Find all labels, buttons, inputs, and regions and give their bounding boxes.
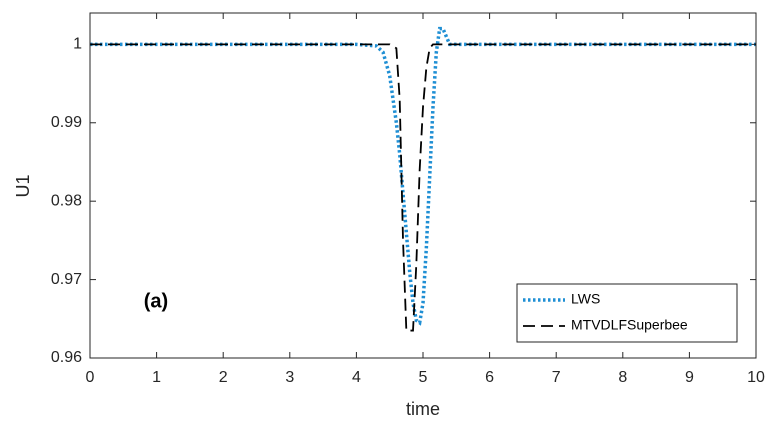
y-tick-label: 0.99 (51, 114, 82, 131)
y-tick-label: 0.96 (51, 349, 82, 366)
x-tick-label: 9 (685, 369, 694, 386)
legend-label: MTVDLFSuperbee (571, 317, 688, 333)
y-tick-label: 0.98 (51, 192, 82, 209)
x-tick-label: 4 (352, 369, 361, 386)
plot-frame (89, 12, 757, 359)
y-tick-label: 0.97 (51, 271, 82, 288)
x-tick-label: 1 (152, 369, 161, 386)
annotation: (a) (144, 290, 168, 312)
y-axis-label: U1 (13, 174, 33, 197)
x-tick-label: 0 (86, 369, 95, 386)
y-tick-label: 1 (73, 36, 82, 53)
x-tick-label: 5 (419, 369, 428, 386)
series-line (90, 43, 756, 332)
x-tick-label: 6 (485, 369, 494, 386)
x-axis-label: time (406, 399, 440, 419)
x-tick-label: 10 (747, 369, 765, 386)
legend-box (516, 283, 738, 343)
legend-label: LWS (571, 291, 600, 307)
x-tick-label: 8 (618, 369, 627, 386)
x-tick-label: 2 (219, 369, 228, 386)
x-tick-label: 3 (285, 369, 294, 386)
x-tick-label: 7 (552, 369, 561, 386)
series-line (90, 26, 756, 326)
